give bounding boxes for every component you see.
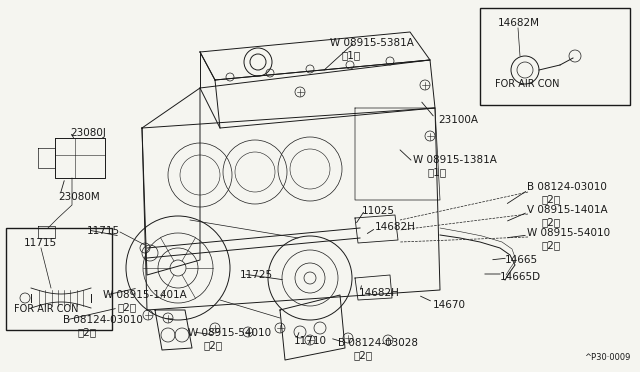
Text: 14682H: 14682H [375,222,416,232]
Text: 23100A: 23100A [438,115,478,125]
Text: W 08915-54010: W 08915-54010 [527,228,610,238]
Text: （2）: （2） [353,350,372,360]
Text: 11715: 11715 [87,226,120,236]
Text: W 08915-1381A: W 08915-1381A [413,155,497,165]
Bar [480,8,630,105]
Text: （1）: （1） [342,50,361,60]
Text: （2）: （2） [542,194,561,204]
Text: 11710: 11710 [294,336,327,346]
Text: （2）: （2） [78,327,97,337]
Text: 14682H: 14682H [359,288,400,298]
Text: 23080M: 23080M [58,192,100,202]
Text: W 08915-54010: W 08915-54010 [188,328,271,338]
Text: 14665: 14665 [505,255,538,265]
Text: 11725: 11725 [240,270,273,280]
Text: 11025: 11025 [362,206,395,216]
Text: B 08124-03010: B 08124-03010 [63,315,143,325]
Text: 14670: 14670 [433,300,466,310]
Text: 11715: 11715 [24,238,57,248]
Bar [6,228,112,330]
Text: （1）: （1） [427,167,446,177]
Text: V 08915-1401A: V 08915-1401A [527,205,607,215]
Text: 14682M: 14682M [498,18,540,28]
Text: W 08915-5381A: W 08915-5381A [330,38,414,48]
Text: （2）: （2） [542,240,561,250]
Text: FOR AIR CON: FOR AIR CON [495,79,559,89]
Text: 14665D: 14665D [500,272,541,282]
Text: B 08124-03010: B 08124-03010 [527,182,607,192]
Text: （2）: （2） [118,302,137,312]
Text: （2）: （2） [542,217,561,227]
Text: ^P30·0009: ^P30·0009 [584,353,630,362]
Text: B 08124-03028: B 08124-03028 [338,338,418,348]
Text: 23080J: 23080J [70,128,106,138]
Text: FOR AIR CON: FOR AIR CON [14,304,79,314]
Text: W 08915-1401A: W 08915-1401A [103,290,187,300]
Text: （2）: （2） [203,340,222,350]
